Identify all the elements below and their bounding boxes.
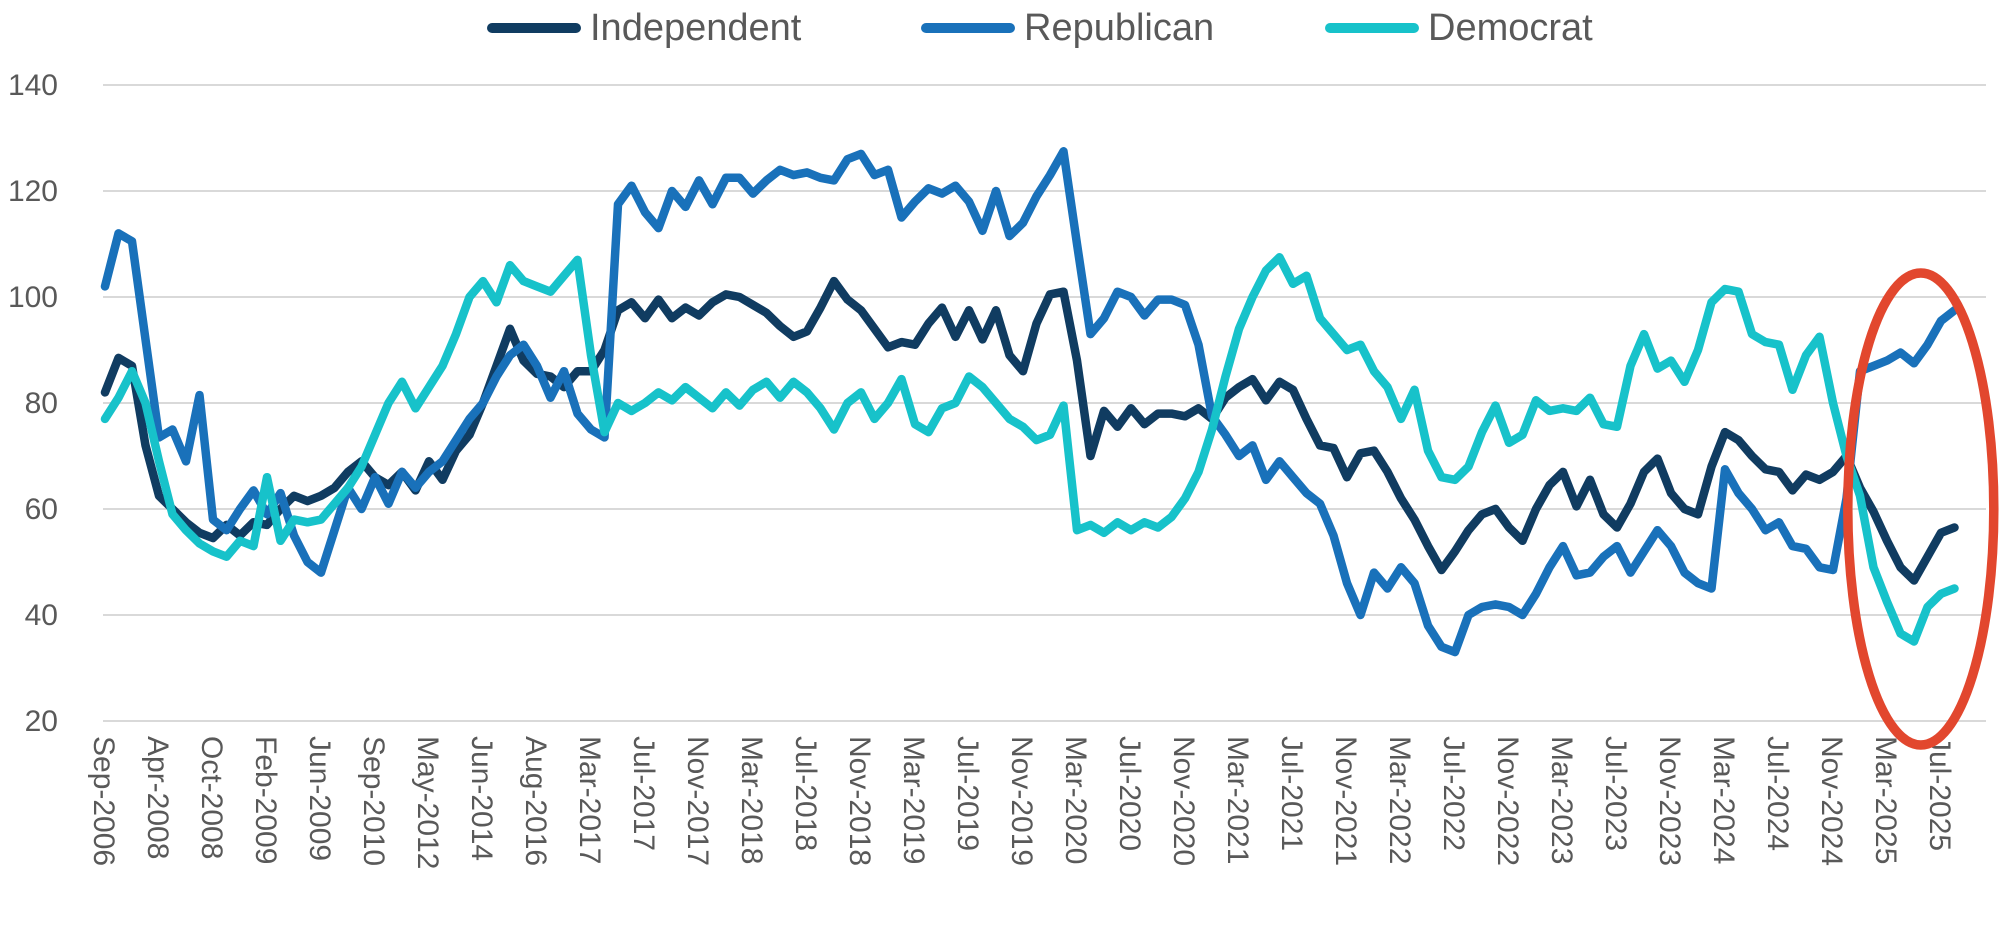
x-axis-tick-Mar-2017: Mar-2017 xyxy=(573,736,606,864)
y-axis-tick-100: 100 xyxy=(8,281,58,314)
x-axis-tick-Mar-2023: Mar-2023 xyxy=(1545,736,1578,864)
x-axis-tick-Jul-2025: Jul-2025 xyxy=(1923,736,1956,851)
x-axis-tick-Jun-2014: Jun-2014 xyxy=(465,736,498,861)
x-axis-tick-Oct-2008: Oct-2008 xyxy=(195,736,228,859)
x-axis-tick-Jul-2018: Jul-2018 xyxy=(789,736,822,851)
x-axis-tick-Jul-2024: Jul-2024 xyxy=(1761,736,1794,851)
x-axis-tick-Nov-2021: Nov-2021 xyxy=(1329,736,1362,866)
x-axis-tick-Jul-2017: Jul-2017 xyxy=(627,736,660,851)
x-axis-tick-Jul-2022: Jul-2022 xyxy=(1437,736,1470,851)
x-axis-tick-Jun-2009: Jun-2009 xyxy=(303,736,336,861)
x-axis-tick-Jul-2023: Jul-2023 xyxy=(1599,736,1632,851)
x-axis-tick-Jul-2019: Jul-2019 xyxy=(951,736,984,851)
highlight-ellipse-annotation xyxy=(1843,268,1999,750)
x-axis-tick-Nov-2017: Nov-2017 xyxy=(681,736,714,866)
legend-label-republican: Republican xyxy=(1024,7,1215,49)
x-axis-tick-Mar-2021: Mar-2021 xyxy=(1221,736,1254,864)
y-axis-tick-120: 120 xyxy=(8,175,58,208)
x-axis-tick-Jul-2021: Jul-2021 xyxy=(1275,736,1308,851)
x-axis-tick-Nov-2020: Nov-2020 xyxy=(1167,736,1200,866)
x-axis-tick-Jul-2020: Jul-2020 xyxy=(1113,736,1146,851)
republican-line-swatch xyxy=(921,23,1015,33)
x-axis-tick-Mar-2024: Mar-2024 xyxy=(1707,736,1740,864)
legend-item-democrat: Democrat xyxy=(1325,6,1593,50)
y-axis-tick-20: 20 xyxy=(25,705,58,738)
x-axis-tick-Mar-2020: Mar-2020 xyxy=(1059,736,1092,864)
series-line-democrat xyxy=(100,253,1959,646)
x-axis-tick-Aug-2016: Aug-2016 xyxy=(519,736,552,866)
x-axis-tick-Feb-2009: Feb-2009 xyxy=(249,736,282,864)
legend-item-independent: Independent xyxy=(487,6,801,50)
x-axis-tick-Nov-2024: Nov-2024 xyxy=(1815,736,1848,866)
x-axis-tick-Nov-2018: Nov-2018 xyxy=(843,736,876,866)
x-axis-tick-Mar-2019: Mar-2019 xyxy=(897,736,930,864)
x-axis-tick-Mar-2018: Mar-2018 xyxy=(735,736,768,864)
x-axis-tick-Mar-2025: Mar-2025 xyxy=(1869,736,1902,864)
series-line-republican xyxy=(100,147,1959,657)
x-axis-tick-Nov-2019: Nov-2019 xyxy=(1005,736,1038,866)
legend-label-democrat: Democrat xyxy=(1428,7,1593,49)
legend-item-republican: Republican xyxy=(921,6,1214,50)
x-axis-tick-Nov-2023: Nov-2023 xyxy=(1653,736,1686,866)
y-axis-tick-60: 60 xyxy=(25,493,58,526)
democrat-line-swatch xyxy=(1325,23,1419,33)
legend-label-independent: Independent xyxy=(590,7,802,49)
y-axis-tick-40: 40 xyxy=(25,599,58,632)
x-axis-tick-Nov-2022: Nov-2022 xyxy=(1491,736,1524,866)
x-axis-tick-Sep-2006: Sep-2006 xyxy=(87,736,120,866)
y-axis-tick-80: 80 xyxy=(25,387,58,420)
x-axis-tick-Sep-2010: Sep-2010 xyxy=(357,736,390,866)
y-axis-tick-140: 140 xyxy=(8,69,58,102)
x-axis-tick-Apr-2008: Apr-2008 xyxy=(141,736,174,859)
x-axis-tick-Mar-2022: Mar-2022 xyxy=(1383,736,1416,864)
x-axis-tick-May-2012: May-2012 xyxy=(411,736,444,869)
independent-line-swatch xyxy=(487,23,581,33)
